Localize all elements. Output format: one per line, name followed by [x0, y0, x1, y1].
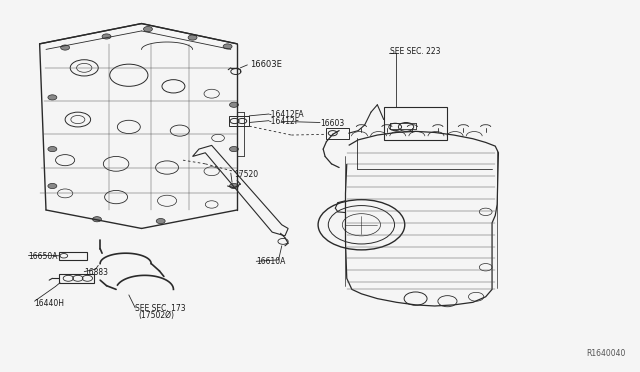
Bar: [229, 116, 249, 126]
Text: 16650A: 16650A: [28, 251, 58, 261]
Text: 16603E: 16603E: [250, 60, 282, 69]
Circle shape: [102, 34, 111, 39]
Text: 17520: 17520: [234, 170, 258, 179]
Circle shape: [230, 147, 239, 152]
Circle shape: [230, 183, 239, 189]
Bar: [384, 107, 447, 140]
Circle shape: [48, 147, 57, 152]
Text: -16412F: -16412F: [269, 117, 300, 126]
Circle shape: [156, 218, 165, 224]
Text: -16412FA: -16412FA: [269, 109, 305, 119]
Circle shape: [93, 217, 101, 222]
Text: R1640040: R1640040: [586, 349, 626, 358]
Text: (17502Ø): (17502Ø): [138, 311, 174, 320]
Text: 16603: 16603: [320, 119, 344, 128]
Text: SEE SEC. 223: SEE SEC. 223: [390, 47, 440, 56]
Bar: [326, 128, 349, 139]
Text: 16610A: 16610A: [256, 257, 285, 266]
Circle shape: [48, 183, 57, 189]
Circle shape: [48, 95, 57, 100]
Circle shape: [223, 44, 232, 49]
Bar: [59, 252, 88, 260]
Circle shape: [188, 35, 197, 40]
Circle shape: [143, 26, 152, 32]
Text: SEE SEC. 173: SEE SEC. 173: [135, 304, 186, 313]
Text: 16883: 16883: [84, 268, 108, 277]
Circle shape: [61, 45, 70, 50]
Circle shape: [230, 102, 239, 108]
Bar: [59, 273, 94, 283]
Text: 16440H: 16440H: [35, 299, 65, 308]
